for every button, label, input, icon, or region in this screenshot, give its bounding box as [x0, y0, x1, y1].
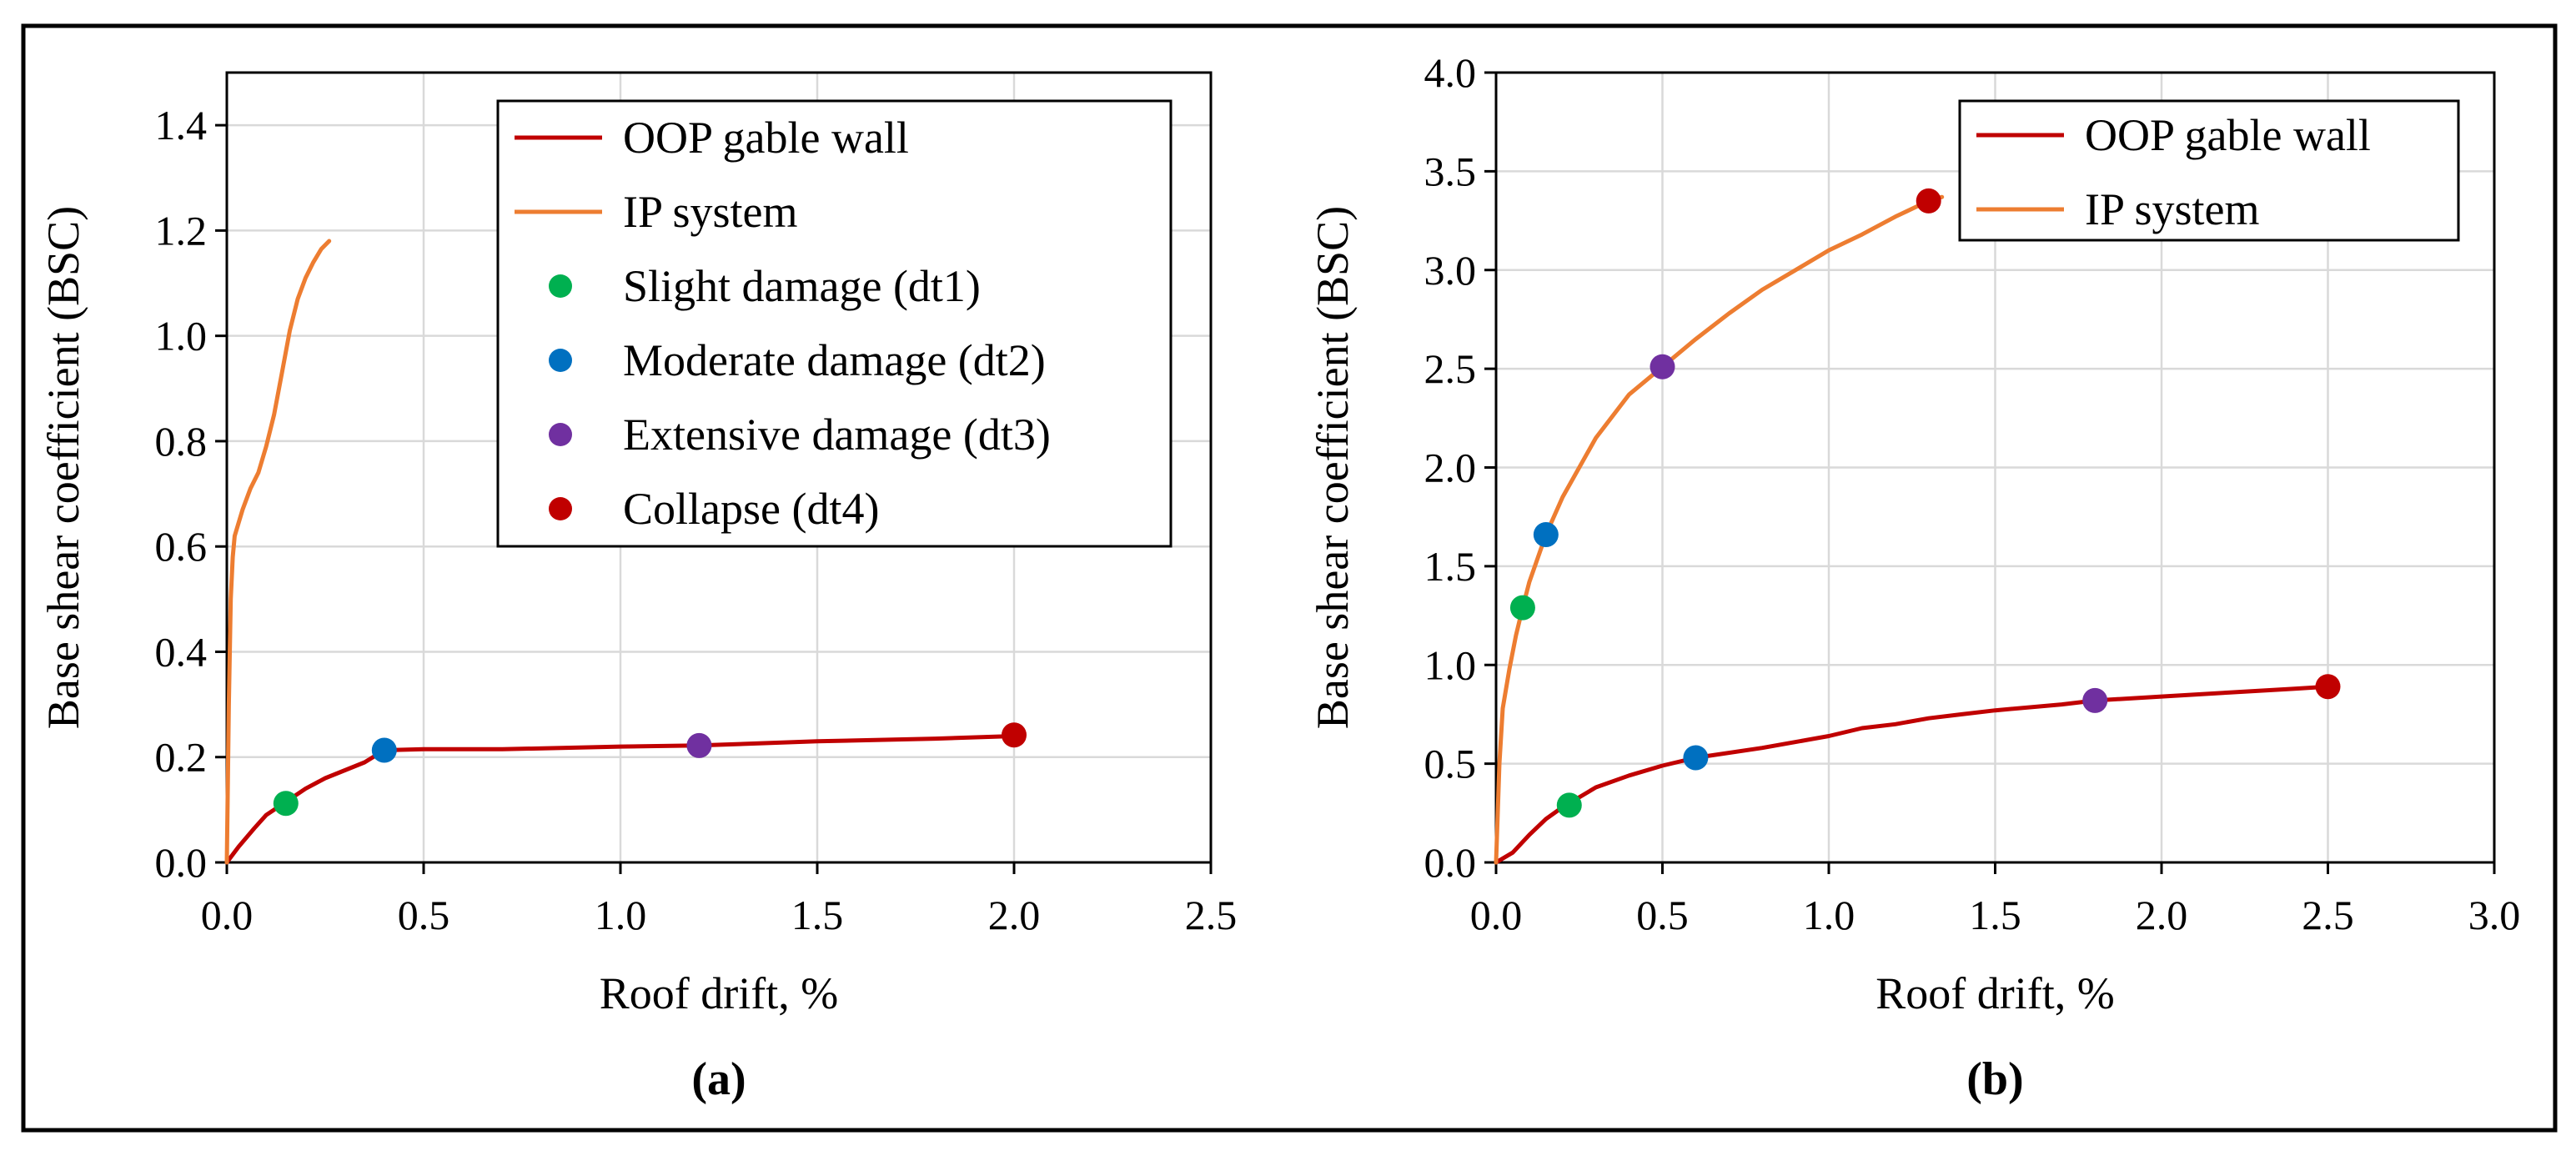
figure-frame: [21, 23, 2558, 1133]
y-tick-label: 0.8: [155, 418, 208, 465]
x-tick-label: 2.5: [2302, 892, 2354, 938]
y-tick-label: 0.4: [155, 628, 208, 675]
legend-marker-swatch: [549, 274, 572, 298]
legend-box: [1958, 99, 2460, 242]
plot-area-border: [225, 71, 1213, 864]
damage-marker-dt2: [371, 737, 397, 763]
y-tick-label: 1.0: [1424, 641, 1477, 688]
legend-box: [496, 99, 1173, 548]
x-tick-label: 2.5: [1185, 892, 1238, 938]
damage-marker-dt4: [2315, 674, 2341, 700]
y-tick-label: 3.5: [1424, 148, 1477, 194]
x-tick-label: 0.0: [1470, 892, 1523, 938]
damage-marker-dt2: [1683, 745, 1709, 771]
x-axis-title: Roof drift, %: [1876, 968, 2114, 1018]
y-axis-title: Base shear coefficient (BSC): [1308, 206, 1358, 729]
legend-marker-swatch: [549, 423, 572, 446]
legend-label: IP system: [2085, 184, 2260, 234]
legend-marker-swatch: [549, 497, 572, 520]
x-tick-label: 0.5: [398, 892, 450, 938]
damage-marker-dt3: [686, 732, 712, 758]
y-tick-label: 1.0: [155, 313, 208, 359]
series-line-ip-system: [224, 239, 332, 865]
y-tick-label: 0.2: [155, 734, 208, 781]
damage-marker-dt2: [1533, 521, 1559, 547]
x-axis-title: Roof drift, %: [600, 968, 838, 1018]
x-tick-label: 2.0: [988, 892, 1041, 938]
y-tick-label: 1.4: [155, 102, 208, 148]
series-line-ip-system: [1494, 194, 1945, 865]
damage-marker-dt4: [1916, 188, 1941, 214]
x-tick-label: 1.5: [1969, 892, 2021, 938]
y-tick-label: 3.0: [1424, 247, 1477, 294]
damage-marker-dt3: [2082, 687, 2108, 713]
x-tick-label: 0.5: [1636, 892, 1689, 938]
legend-label: Slight damage (dt1): [623, 261, 981, 311]
x-tick-label: 1.0: [1803, 892, 1855, 938]
chart-panel-a: 0.0 0.5 1.0 1.5 2.0 2.5 0.0 0.2 0.4 0.6 0.8 1.0 1.2 1…: [38, 71, 1238, 1105]
legend-label: IP system: [623, 187, 798, 237]
y-tick-label: 4.0: [1424, 49, 1477, 96]
x-tick-label: 0.0: [201, 892, 254, 938]
y-tick-label: 0.0: [155, 839, 208, 886]
x-tick-label: 3.0: [2468, 892, 2521, 938]
y-tick-label: 0.0: [1424, 839, 1477, 886]
damage-marker-dt1: [273, 791, 299, 817]
chart-panel-b: 0.0 0.5 1.0 1.5 2.0 2.5 3.0 0.0 0.5 1.0 1.5 2.0 2.5 3…: [1308, 49, 2520, 1105]
y-tick-label: 1.2: [155, 207, 208, 254]
y-tick-label: 2.5: [1424, 345, 1477, 392]
x-tick-label: 1.5: [791, 892, 844, 938]
y-tick-label: 2.0: [1424, 445, 1477, 491]
legend-label: Collapse (dt4): [623, 484, 879, 534]
y-tick-label: 0.5: [1424, 741, 1477, 787]
legend: OOP gable wall IP system: [1958, 99, 2460, 242]
legend: OOP gable wall IP system Slight damage (dt…: [496, 99, 1173, 548]
damage-marker-dt4: [1002, 722, 1027, 748]
legend-label: OOP gable wall: [2085, 110, 2371, 160]
y-axis-title: Base shear coefficient (BSC): [38, 206, 88, 729]
x-tick-label: 1.0: [595, 892, 647, 938]
y-tick-label: 1.5: [1424, 543, 1477, 590]
legend-label: OOP gable wall: [623, 113, 909, 163]
damage-marker-dt3: [1650, 354, 1675, 379]
y-tick-label: 0.6: [155, 523, 208, 570]
legend-marker-swatch: [549, 349, 572, 372]
panel-label: (b): [1966, 1053, 2023, 1105]
series-line-oop-gable-wall: [224, 734, 1017, 865]
x-tick-label: 2.0: [2136, 892, 2188, 938]
series-line-oop-gable-wall: [1494, 684, 2330, 865]
damage-marker-dt1: [1509, 595, 1535, 621]
legend-label: Extensive damage (dt3): [623, 410, 1051, 460]
panel-label: (a): [691, 1053, 746, 1105]
legend-label: Moderate damage (dt2): [623, 335, 1046, 385]
damage-marker-dt1: [1556, 792, 1582, 818]
